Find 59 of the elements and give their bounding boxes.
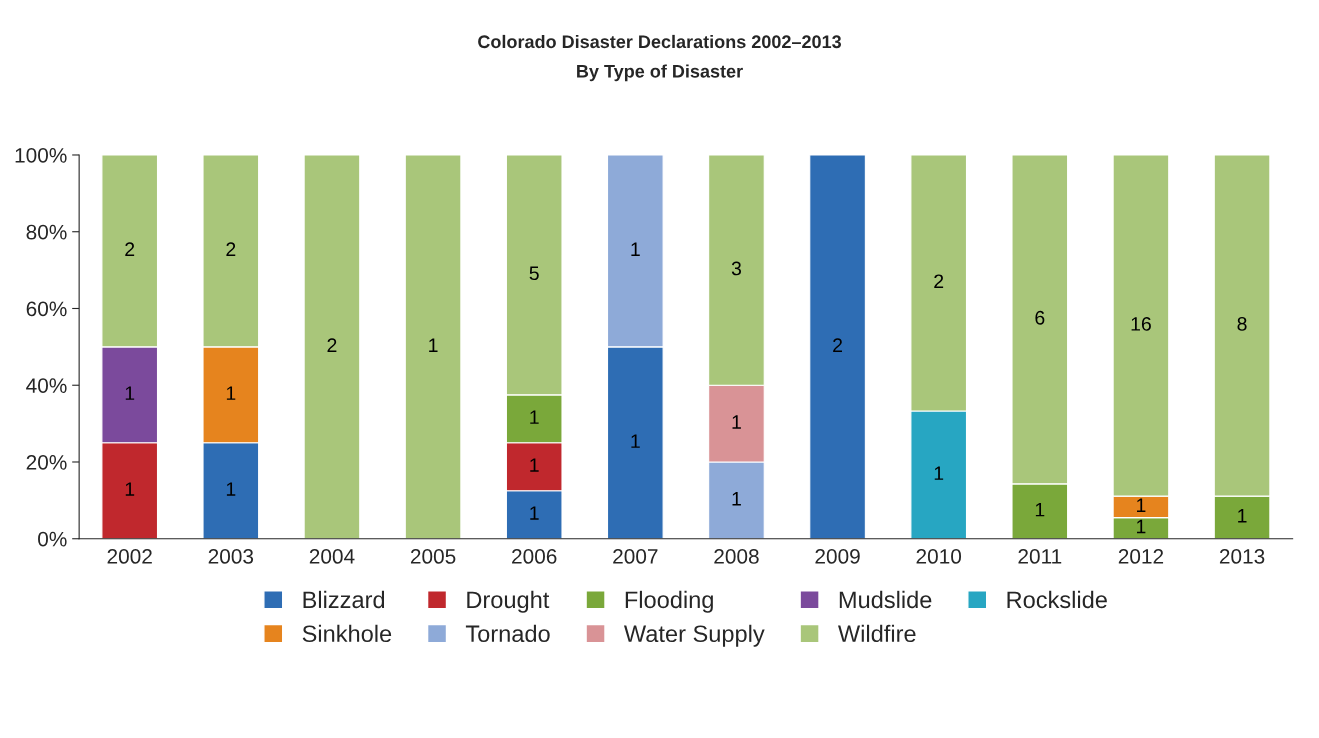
annotation: 1 [934, 466, 944, 480]
legend-label: Water Supply [623, 624, 765, 647]
x-tick-label: 2003 [208, 549, 254, 564]
annotation: 1 [125, 386, 135, 400]
annotation: 1 [732, 492, 741, 506]
x-tick-label: 2011 [1018, 549, 1062, 564]
legend-label: Blizzard [303, 590, 385, 609]
legend-label: Mudslide [839, 590, 932, 609]
x-tick-label: 2012 [1118, 549, 1164, 564]
bar [809, 154, 866, 539]
x-tick-label: 2006 [512, 549, 557, 564]
annotation: 1 [1035, 502, 1045, 517]
annotation: 2 [125, 242, 135, 256]
annotation: 1 [530, 410, 539, 424]
legend-label: Sinkhole [302, 624, 392, 643]
y-tick-label: 20% [26, 454, 67, 470]
x-tick-label: 2008 [714, 549, 759, 564]
annotation: 1 [226, 482, 236, 496]
legend-label: Drought [467, 590, 550, 613]
annotation: 16 [1131, 317, 1151, 331]
x-tick-label: 2009 [815, 549, 860, 564]
chart-subtitle: By Type of Disaster [577, 64, 743, 82]
annotation: 1 [125, 482, 135, 496]
annotation: 1 [1137, 498, 1146, 512]
annotation: 6 [1035, 310, 1045, 325]
y-tick-label: 80% [26, 224, 67, 240]
annotation: 1 [530, 458, 539, 472]
annotation: 8 [1237, 317, 1247, 331]
annotation: 1 [631, 242, 640, 256]
legend-label: Tornado [465, 624, 550, 643]
y-tick-label: 40% [26, 378, 67, 393]
x-tick-label: 2010 [916, 549, 962, 564]
annotation: 1 [429, 338, 438, 352]
annotation: 2 [226, 242, 236, 256]
y-tick-label: 0% [38, 531, 67, 547]
x-tick-label: 2002 [107, 549, 152, 564]
bar [303, 154, 361, 539]
annotation: 2 [327, 338, 337, 352]
annotation: 1 [631, 434, 640, 448]
y-tick-label: 60% [26, 301, 67, 317]
x-tick-label: 2013 [1219, 549, 1265, 564]
chart-title: Colorado Disaster Declarations 2002–2013 [478, 34, 842, 49]
annotation: 1 [226, 386, 236, 400]
x-tick-label: 2007 [613, 549, 658, 564]
annotation: 1 [530, 506, 539, 520]
x-tick-label: 2005 [410, 549, 456, 564]
annotation: 1 [1238, 509, 1247, 523]
annotation: 3 [731, 261, 741, 276]
annotation: 2 [934, 274, 944, 288]
legend-label: Wildfire [838, 624, 916, 643]
legend-label: Flooding [625, 590, 713, 613]
y-tick-label: 100% [15, 147, 67, 163]
x-tick-label: 2004 [309, 549, 355, 564]
annotation: 5 [529, 266, 539, 281]
bar [404, 154, 462, 539]
legend-label: Rockslide [1007, 590, 1107, 609]
annotation: 2 [833, 338, 842, 352]
annotation: 1 [1137, 519, 1146, 534]
annotation: 1 [732, 415, 741, 429]
